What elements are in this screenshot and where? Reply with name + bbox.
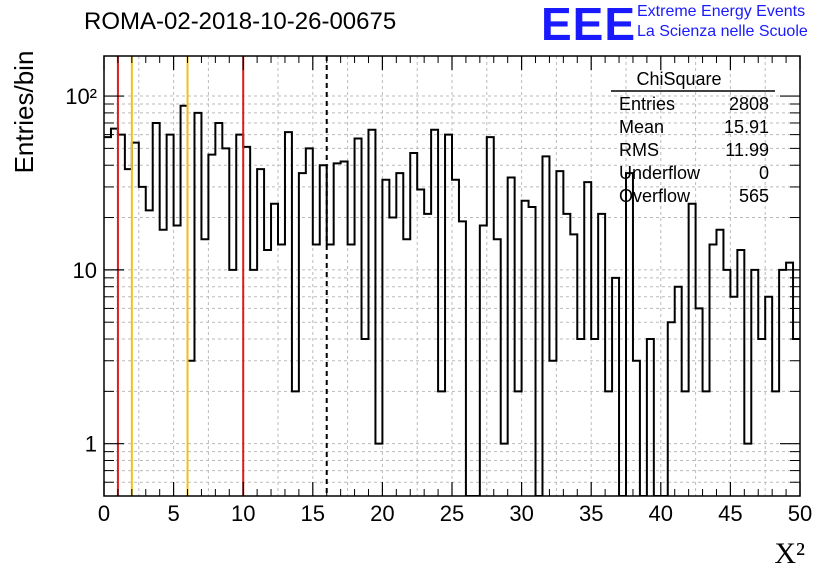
stats-value-rms: 11.99 [725, 140, 769, 160]
x-tick-label: 25 [440, 501, 464, 526]
x-tick-label: 20 [370, 501, 394, 526]
histogram-series [104, 104, 800, 496]
x-tick-label: 0 [98, 501, 110, 526]
stats-box-title: ChiSquare [636, 69, 721, 89]
logo-subtitle-line2: La Scienza nelle Scuole [637, 23, 808, 40]
stats-label-overflow: Overflow [619, 186, 691, 206]
stats-value-underflow: 0 [759, 163, 769, 183]
stats-value-mean: 15.91 [724, 117, 769, 137]
page-title: ROMA-02-2018-10-26-00675 [84, 8, 397, 35]
stats-label-underflow: Underflow [619, 163, 701, 183]
y-tick-label: 10² [65, 84, 97, 109]
x-tick-label: 50 [788, 501, 812, 526]
x-tick-label: 45 [718, 501, 742, 526]
x-axis-title: X² [774, 537, 805, 570]
y-tick-label: 10 [73, 258, 97, 283]
stats-label-rms: RMS [619, 140, 659, 160]
y-axis-title: Entries/bin [9, 51, 39, 174]
stats-value-entries: 2808 [729, 94, 769, 114]
stats-label-entries: Entries [619, 94, 675, 114]
stats-value-overflow: 565 [739, 186, 769, 206]
stats-label-mean: Mean [619, 117, 664, 137]
eee-logo: EEE [541, 0, 637, 50]
x-tick-label: 15 [301, 501, 325, 526]
logo-subtitle-line1: Extreme Energy Events [637, 3, 806, 20]
y-tick-label: 1 [85, 432, 97, 457]
x-tick-label: 10 [231, 501, 255, 526]
x-tick-label: 40 [649, 501, 673, 526]
x-tick-label: 30 [509, 501, 533, 526]
x-tick-label: 5 [167, 501, 179, 526]
x-tick-label: 35 [579, 501, 603, 526]
